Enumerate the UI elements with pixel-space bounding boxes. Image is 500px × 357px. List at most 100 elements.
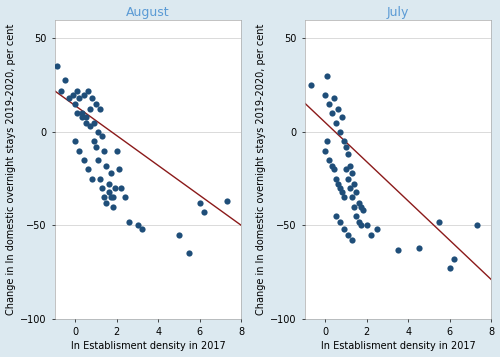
Point (358, 208, 366, 213)
Point (336, 219, 344, 225)
Point (450, 256, 458, 262)
Point (342, 166, 350, 172)
Point (348, 237, 356, 243)
Point (86, 124, 94, 129)
Point (115, 166, 123, 172)
Point (307, 82, 315, 88)
Point (69, 92, 77, 97)
Point (342, 144, 350, 150)
Point (90, 139, 98, 144)
Point (350, 204, 358, 210)
Point (446, 266, 454, 271)
Point (336, 129, 344, 135)
Title: August: August (126, 6, 170, 19)
Point (76, 148, 84, 154)
Point (352, 213, 360, 219)
Point (354, 200, 362, 206)
Point (346, 163, 354, 169)
Point (338, 114, 346, 120)
Point (200, 210, 208, 215)
Point (57, 88, 65, 94)
Point (473, 222, 481, 228)
Point (113, 148, 121, 154)
Point (117, 185, 125, 191)
X-axis label: ln Establisment density in 2017: ln Establisment density in 2017 (320, 341, 476, 351)
Point (134, 222, 141, 228)
Point (74, 88, 82, 94)
Point (108, 204, 116, 210)
Point (344, 232, 352, 238)
Point (328, 110, 336, 116)
Point (344, 151, 352, 157)
Point (356, 204, 364, 210)
Point (52, 64, 60, 69)
X-axis label: ln Establisment density in 2017: ln Establisment density in 2017 (70, 341, 226, 351)
Point (72, 101, 80, 107)
Point (104, 189, 112, 195)
Point (82, 114, 90, 120)
Point (414, 245, 422, 251)
Point (324, 73, 332, 79)
Point (346, 185, 354, 191)
Point (394, 247, 402, 253)
Y-axis label: Change in ln domestic overnight stays 2019-2020, per cent: Change in ln domestic overnight stays 20… (6, 24, 16, 315)
Title: July: July (387, 6, 409, 19)
Point (436, 219, 444, 225)
Point (326, 101, 334, 107)
Point (96, 176, 104, 182)
Point (354, 219, 362, 225)
Point (348, 195, 356, 200)
Point (352, 189, 360, 195)
Point (84, 88, 92, 94)
Point (96, 107, 104, 112)
Point (104, 181, 112, 187)
Point (196, 200, 204, 206)
Point (82, 120, 90, 125)
Point (86, 107, 94, 112)
Point (100, 148, 108, 154)
Point (138, 226, 145, 232)
Point (90, 120, 98, 125)
Point (106, 195, 114, 200)
Point (338, 189, 346, 195)
Point (322, 92, 330, 97)
Point (80, 157, 88, 163)
Point (223, 198, 231, 204)
Point (92, 101, 100, 107)
Point (332, 120, 340, 125)
Point (330, 166, 338, 172)
Point (340, 139, 348, 144)
Point (340, 226, 348, 232)
Point (102, 200, 110, 206)
Point (121, 195, 129, 200)
Point (72, 139, 80, 144)
Point (108, 195, 116, 200)
Point (94, 129, 102, 135)
Point (84, 166, 92, 172)
Point (88, 95, 96, 101)
Point (322, 148, 330, 154)
Point (344, 176, 352, 182)
Point (76, 95, 84, 101)
Point (363, 222, 371, 228)
Point (80, 92, 88, 97)
Point (334, 107, 342, 112)
Point (94, 157, 102, 163)
Point (367, 232, 375, 238)
Point (100, 195, 108, 200)
Point (336, 185, 344, 191)
Point (332, 176, 340, 182)
Point (332, 213, 340, 219)
Point (186, 251, 194, 256)
Point (106, 170, 114, 176)
Point (373, 226, 381, 232)
Point (126, 219, 134, 225)
Point (348, 170, 356, 176)
Point (350, 181, 358, 187)
Point (334, 181, 342, 187)
Point (340, 195, 348, 200)
Point (98, 185, 106, 191)
Point (98, 133, 106, 139)
Point (88, 176, 96, 182)
Point (102, 163, 110, 169)
